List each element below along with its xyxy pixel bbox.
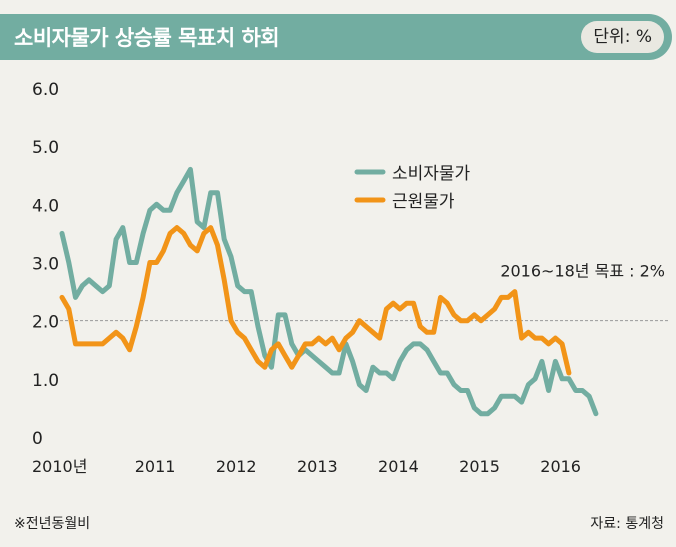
series-line-2: [59, 225, 572, 376]
x-tick-label: 2010년: [32, 457, 87, 476]
footnote: ※전년동월비: [14, 516, 91, 532]
y-tick-label: 3.0: [32, 255, 59, 275]
chart-title: 소비자물가 상승률 목표치 하회: [14, 26, 280, 50]
source-label: 자료: 통계청: [590, 516, 664, 532]
y-tick-label: 4.0: [32, 196, 59, 216]
reference-line-label: 2016~18년 목표 : 2%: [500, 262, 665, 281]
series-lines: [59, 166, 599, 417]
chart-header: 소비자물가 상승률 목표치 하회 단위: %: [0, 14, 672, 60]
series-line-1: [59, 166, 599, 417]
y-tick-label: 2.0: [32, 313, 59, 333]
x-tick-label: 2016: [540, 457, 581, 476]
x-tick-label: 2012: [216, 457, 257, 476]
legend-label-2: 근원물가: [392, 192, 455, 212]
reference-line-group: 2016~18년 목표 : 2%: [60, 262, 668, 322]
unit-label: 단위: %: [581, 21, 664, 53]
y-tick-label: 5.0: [32, 138, 59, 158]
y-tick-label: 6.0: [32, 80, 59, 100]
x-tick-label: 2011: [135, 457, 176, 476]
x-tick-label: 2013: [297, 457, 338, 476]
axis-labels: 6.0 5.0 4.0 3.0 2.0 1.0 0 2010년 2011 2012 2013 2014…: [32, 80, 581, 476]
legend-label-1: 소비자물가: [392, 164, 471, 184]
x-tick-label: 2015: [459, 457, 500, 476]
y-tick-label: 1.0: [32, 371, 59, 391]
y-tick-label: 0: [32, 429, 43, 449]
x-tick-label: 2014: [378, 457, 419, 476]
